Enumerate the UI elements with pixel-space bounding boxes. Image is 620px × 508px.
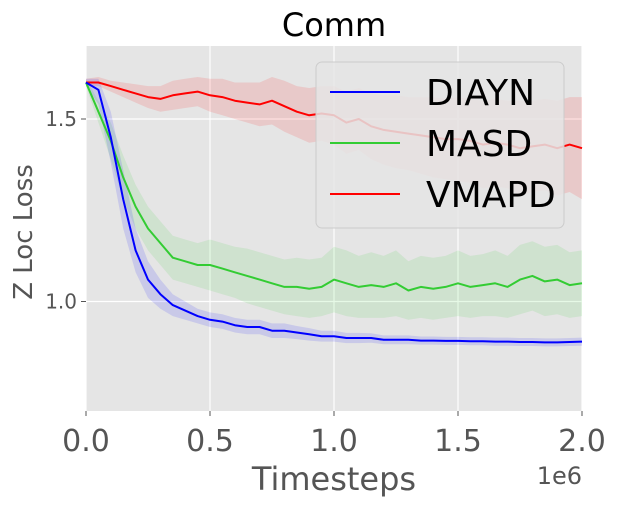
- band-masd: [86, 78, 582, 320]
- x-axis-label: Timesteps: [251, 460, 416, 498]
- x-tick-label: 2.0: [558, 424, 606, 459]
- axis-ticks: 0.0 0.5 1.0 1.5 2.0 1.0 1.5: [45, 107, 606, 459]
- legend-label-diayn: DIAYN: [426, 73, 535, 114]
- x-tick-label: 1.0: [310, 424, 358, 459]
- legend: DIAYN MASD VMAPD: [315, 61, 565, 229]
- series-line-diayn: [85, 81, 583, 344]
- series-line-masd: [85, 82, 583, 292]
- legend-label-masd: MASD: [426, 124, 532, 165]
- y-tick-label: 1.0: [45, 290, 77, 314]
- chart-title: Comm: [282, 6, 386, 44]
- y-tick-label: 1.5: [45, 107, 77, 131]
- legend-box: [315, 61, 565, 229]
- x-axis-offset-label: 1e6: [537, 462, 582, 490]
- y-axis-label: Z Loc Loss: [9, 164, 39, 300]
- x-tick-label: 1.5: [434, 424, 482, 459]
- x-tick-label: 0.5: [186, 424, 234, 459]
- x-tick-label: 0.0: [62, 424, 110, 459]
- legend-label-vmapd: VMAPD: [426, 175, 556, 216]
